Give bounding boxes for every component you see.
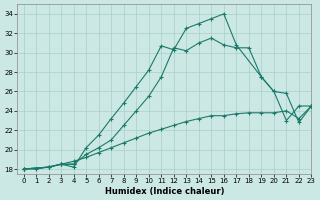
X-axis label: Humidex (Indice chaleur): Humidex (Indice chaleur) (105, 187, 224, 196)
